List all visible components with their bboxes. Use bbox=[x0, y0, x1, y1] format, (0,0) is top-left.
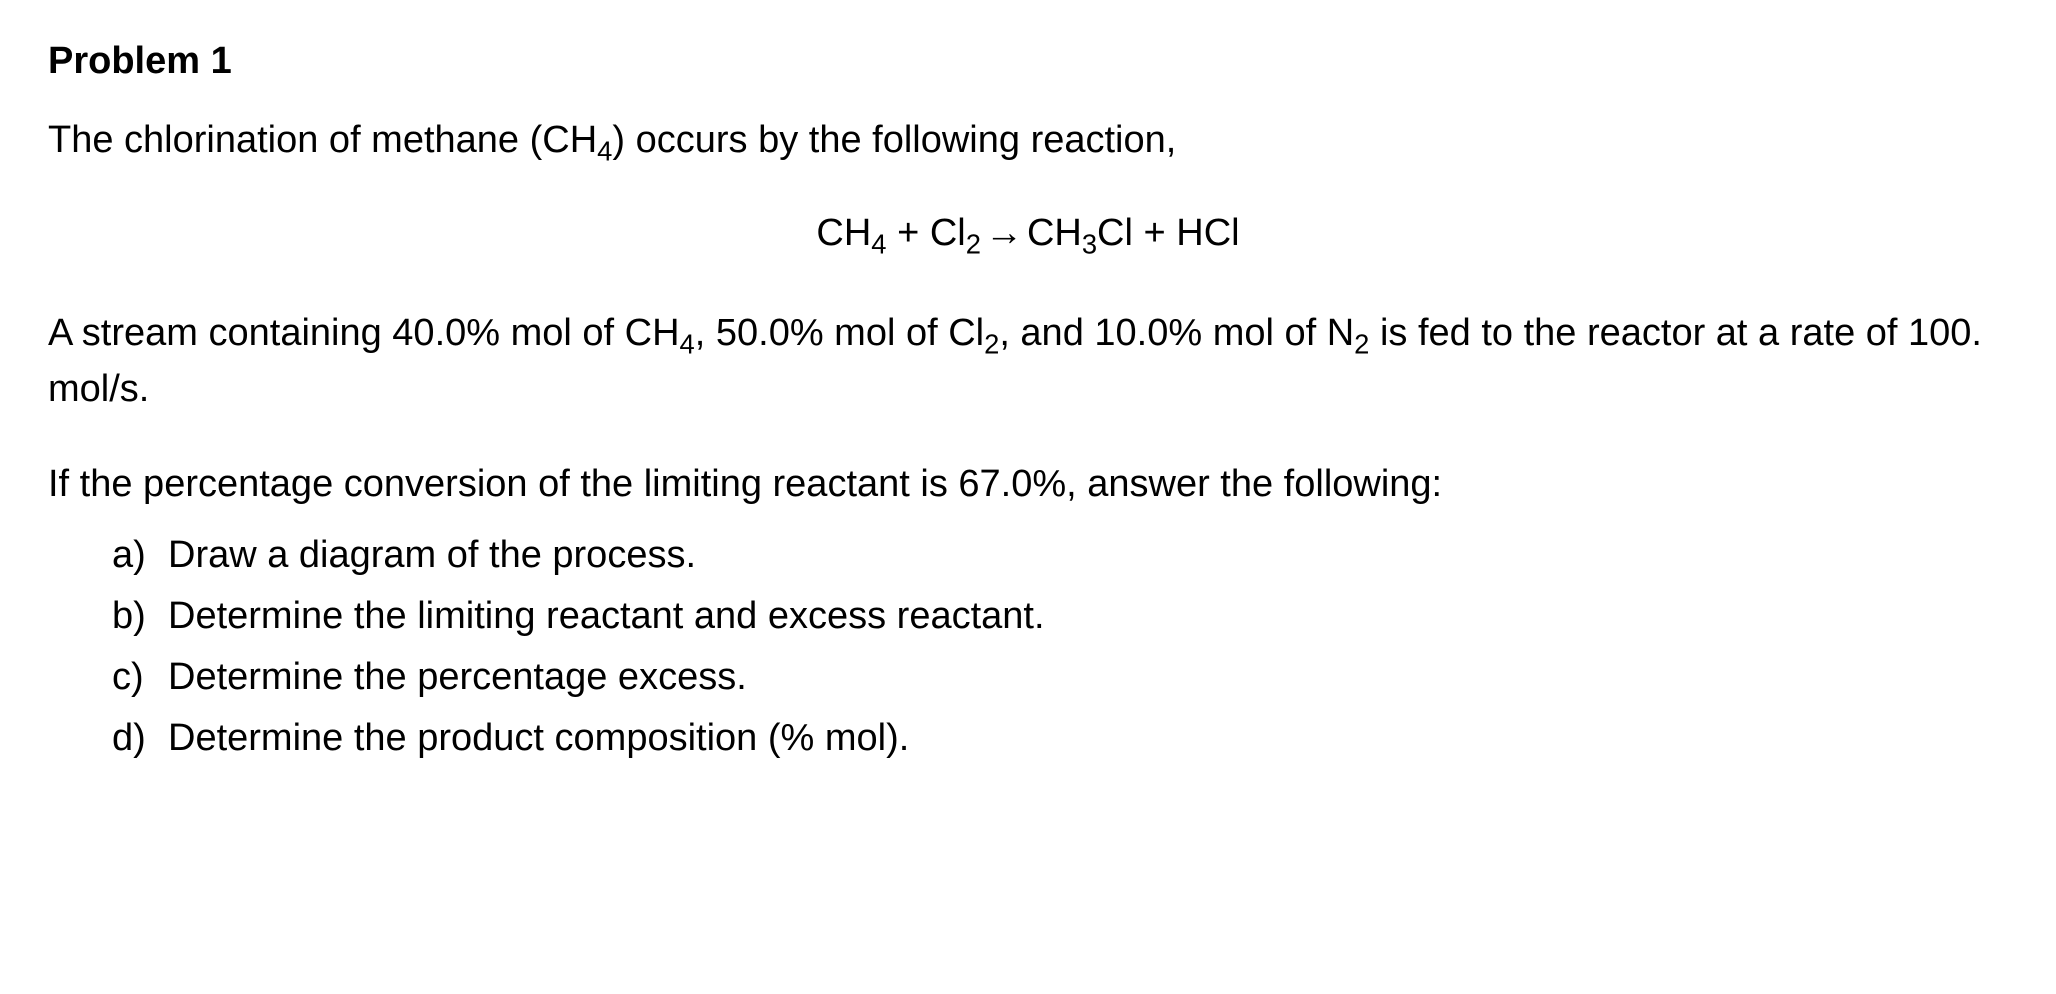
product1-sub: 3 bbox=[1082, 228, 1097, 259]
feed-description: A stream containing 40.0% mol of CH4, 50… bbox=[48, 308, 2008, 415]
reactant2-base: Cl bbox=[930, 212, 966, 254]
reaction-arrow: → bbox=[981, 212, 1027, 255]
question-text-a: Draw a diagram of the process. bbox=[168, 534, 696, 577]
reaction-equation: CH4 + Cl2 → CH3Cl + HCl bbox=[48, 212, 2008, 261]
question-text-d: Determine the product composition (% mol… bbox=[168, 717, 909, 760]
intro-prefix: The chlorination of methane (CH bbox=[48, 119, 597, 161]
reactant1-base: CH bbox=[816, 212, 871, 254]
problem-title: Problem 1 bbox=[48, 40, 2008, 83]
question-a: a) Draw a diagram of the process. bbox=[112, 534, 2008, 577]
feed-sub2: 2 bbox=[984, 329, 999, 360]
question-text-c: Determine the percentage excess. bbox=[168, 656, 747, 699]
product2: HCl bbox=[1176, 212, 1239, 254]
plus1: + bbox=[887, 212, 930, 254]
question-list: a) Draw a diagram of the process. b) Det… bbox=[48, 534, 2008, 760]
question-letter-d: d) bbox=[112, 717, 168, 760]
reactant2-sub: 2 bbox=[966, 228, 981, 259]
feed-part3: , and 10.0% mol of N bbox=[999, 312, 1354, 354]
product1-suffix: Cl bbox=[1097, 212, 1133, 254]
question-letter-c: c) bbox=[112, 656, 168, 699]
product1-base: CH bbox=[1027, 212, 1082, 254]
feed-part1: A stream containing 40.0% mol of CH bbox=[48, 312, 680, 354]
intro-text: The chlorination of methane (CH4) occurs… bbox=[48, 119, 2008, 168]
question-letter-b: b) bbox=[112, 595, 168, 638]
intro-suffix: ) occurs by the following reaction, bbox=[612, 119, 1176, 161]
question-b: b) Determine the limiting reactant and e… bbox=[112, 595, 2008, 638]
question-letter-a: a) bbox=[112, 534, 168, 577]
conversion-text: If the percentage conversion of the limi… bbox=[48, 463, 2008, 506]
feed-part2: , 50.0% mol of Cl bbox=[695, 312, 984, 354]
feed-sub1: 4 bbox=[680, 329, 695, 360]
question-text-b: Determine the limiting reactant and exce… bbox=[168, 595, 1045, 638]
plus2: + bbox=[1133, 212, 1176, 254]
question-c: c) Determine the percentage excess. bbox=[112, 656, 2008, 699]
intro-sub1: 4 bbox=[597, 136, 612, 167]
question-d: d) Determine the product composition (% … bbox=[112, 717, 2008, 760]
reactant1-sub: 4 bbox=[871, 228, 886, 259]
feed-sub3: 2 bbox=[1354, 329, 1369, 360]
